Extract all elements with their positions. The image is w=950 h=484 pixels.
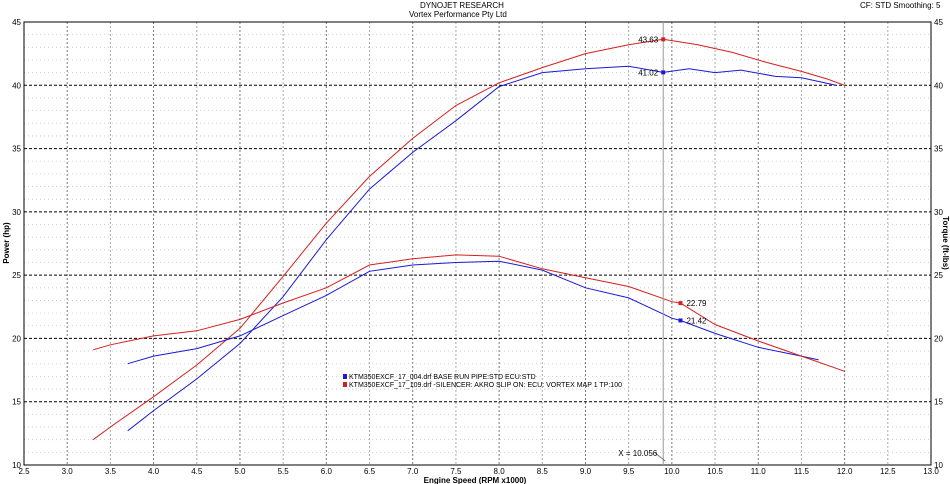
legend: KTM350EXCF_17_004.drf BASE RUN PIPE:STD …: [343, 374, 622, 389]
x-tick-label: 2.5: [18, 467, 30, 476]
chart-header-company: DYNOJET RESEARCH: [420, 1, 504, 10]
x-tick-label: 11.0: [751, 467, 767, 476]
y-tick-label-left: 35: [12, 145, 21, 154]
series-layer: [92, 38, 845, 441]
y-tick-label-right: 15: [934, 398, 943, 407]
data-label: 22.79: [686, 299, 707, 308]
x-tick-label: 6.5: [364, 467, 376, 476]
y-tick-label-left: 10: [12, 461, 21, 470]
chart-header-shop: Vortex Performance Pty Ltd: [409, 10, 507, 19]
x-tick-label: 10.0: [664, 467, 680, 476]
y-tick-label-right: 25: [934, 271, 943, 280]
x-tick-label: 12.0: [837, 467, 853, 476]
series-line-torque-2: [127, 260, 681, 365]
data-marker: [661, 70, 666, 75]
data-label: 43.63: [638, 35, 659, 44]
x-tick-label: 10.5: [707, 467, 723, 476]
series-tail-torque-3: [680, 302, 845, 372]
y-tick-label-left: 25: [12, 271, 21, 280]
labels-layer: 43.63 41.02 22.79 21.42: [638, 35, 707, 325]
y-axis-label-right: Torque (ft-lbs): [941, 216, 950, 270]
series-tail-power-0: [663, 68, 837, 86]
legend-entry: KTM350EXCF_17_004.drf BASE RUN PIPE:STD …: [349, 374, 536, 381]
x-axis-label: Engine Speed (RPM x1000): [424, 476, 527, 484]
y-tick-label-left: 30: [12, 208, 21, 217]
series-tail-torque-2: [680, 320, 819, 361]
cursor-label: X = 10.056: [618, 449, 657, 458]
data-label: 21.42: [686, 316, 707, 325]
y-tick-label-right: 35: [934, 145, 943, 154]
series-line-power-0: [127, 65, 664, 432]
y-tick-label-right: 30: [934, 208, 943, 217]
plot-frame: [23, 21, 932, 466]
y-tick-label-right: 20: [934, 334, 943, 343]
legend-swatch: [343, 382, 347, 387]
x-tick-label: 12.5: [880, 467, 896, 476]
series-tail-power-1: [663, 38, 845, 86]
cursor-layer: X = 10.056: [618, 22, 666, 465]
y-tick-label-right: 40: [934, 81, 943, 90]
x-tick-label: 4.5: [191, 467, 203, 476]
y-tick-label-left: 20: [12, 334, 21, 343]
correction-settings: CF: STD Smoothing: 5: [860, 1, 941, 10]
ticks-layer: 2.5 3.0 3.5 4.0 4.5 5.0 5.5 6.0 6.5 7.0 7.5 8.0 8.5 9…: [12, 18, 943, 476]
x-tick-label: 7.5: [450, 467, 462, 476]
x-tick-label: 4.0: [148, 467, 160, 476]
x-tick-label: 8.5: [537, 467, 549, 476]
y-tick-label-right: 45: [934, 18, 943, 27]
grid: [24, 22, 931, 465]
y-tick-label-right: 10: [934, 461, 943, 470]
x-tick-label: 5.0: [234, 467, 246, 476]
data-marker: [661, 37, 666, 42]
series-line-power-1: [92, 38, 664, 441]
series-line-torque-3: [92, 254, 681, 351]
x-tick-label: 8.0: [494, 467, 506, 476]
y-tick-label-left: 45: [12, 18, 21, 27]
data-marker: [678, 318, 683, 323]
data-label: 41.02: [638, 68, 659, 77]
y-tick-label-left: 15: [12, 398, 21, 407]
x-tick-label: 9.0: [580, 467, 592, 476]
x-tick-label: 9.5: [623, 467, 635, 476]
legend-entry: KTM350EXCF_17_109.drf -SILENCER: AKRO SL…: [349, 382, 622, 389]
y-axis-label-left: Power (hp): [2, 222, 11, 264]
x-tick-label: 6.0: [321, 467, 333, 476]
x-tick-label: 13.0: [923, 467, 939, 476]
cursor-pointer: [654, 452, 666, 462]
x-tick-label: 3.5: [105, 467, 117, 476]
legend-swatch: [343, 374, 347, 379]
x-tick-label: 7.0: [407, 467, 419, 476]
data-marker: [678, 301, 683, 306]
x-tick-label: 11.5: [794, 467, 810, 476]
x-tick-label: 3.0: [62, 467, 74, 476]
x-tick-label: 5.5: [278, 467, 290, 476]
y-tick-label-left: 40: [12, 81, 21, 90]
